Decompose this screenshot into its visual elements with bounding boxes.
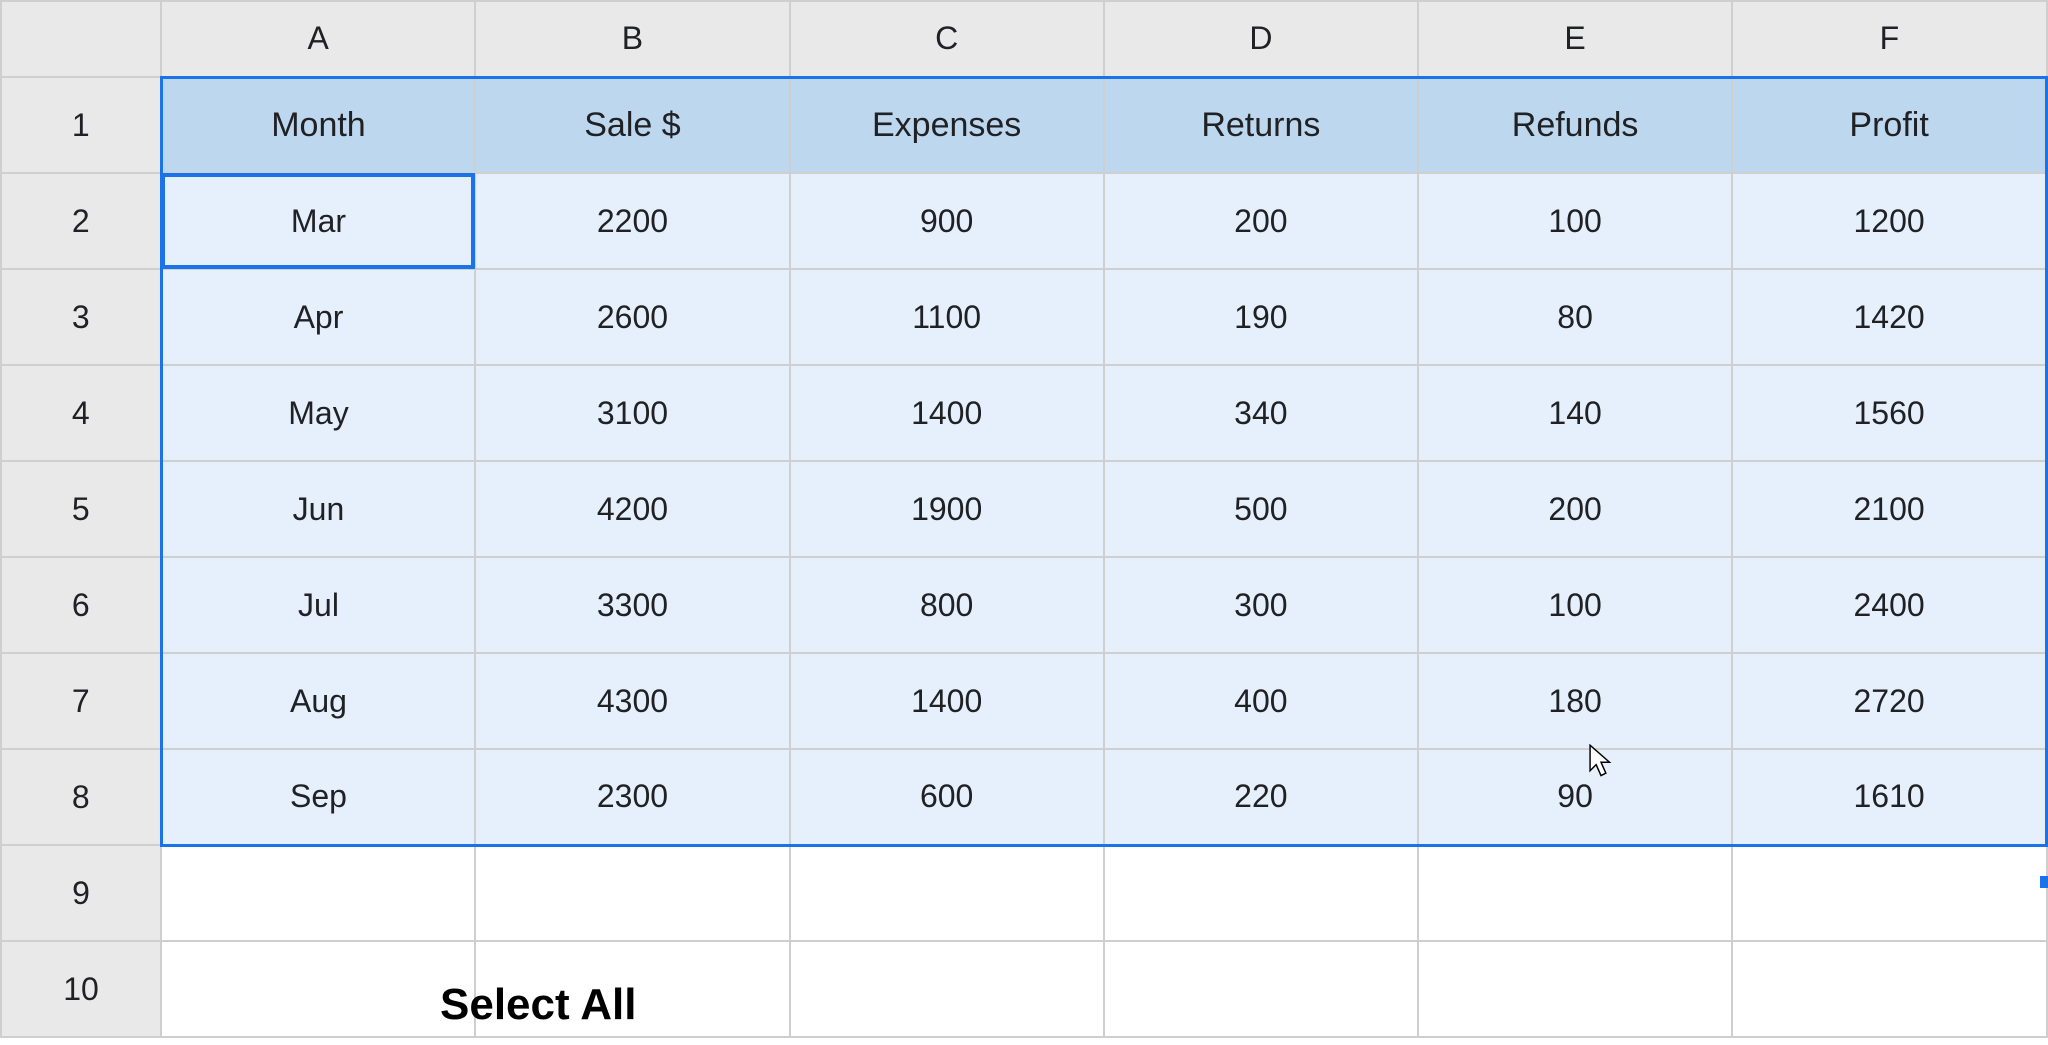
cell[interactable]: 180 xyxy=(1418,653,1732,749)
row-header[interactable]: 10 xyxy=(1,941,161,1037)
cell[interactable]: 80 xyxy=(1418,269,1732,365)
annotation-arrow xyxy=(0,1038,2048,1045)
row-header[interactable]: 3 xyxy=(1,269,161,365)
cell[interactable]: Apr xyxy=(161,269,475,365)
cell[interactable]: Expenses xyxy=(790,77,1104,173)
cell[interactable]: 190 xyxy=(1104,269,1418,365)
selection-fill-handle[interactable] xyxy=(2040,876,2048,888)
cell[interactable]: Jul xyxy=(161,557,475,653)
column-header[interactable]: A xyxy=(161,1,475,77)
cell[interactable]: 1610 xyxy=(1732,749,2046,845)
cell[interactable] xyxy=(475,845,789,941)
cell[interactable] xyxy=(1732,941,2046,1037)
cell[interactable]: 2600 xyxy=(475,269,789,365)
cell[interactable]: 3100 xyxy=(475,365,789,461)
cell[interactable]: 2100 xyxy=(1732,461,2046,557)
cell[interactable]: 340 xyxy=(1104,365,1418,461)
cell[interactable]: 800 xyxy=(790,557,1104,653)
cell[interactable]: 600 xyxy=(790,749,1104,845)
cell[interactable]: 1200 xyxy=(1732,173,2046,269)
column-header[interactable]: E xyxy=(1418,1,1732,77)
column-header[interactable]: B xyxy=(475,1,789,77)
cell[interactable]: 400 xyxy=(1104,653,1418,749)
cell[interactable]: 200 xyxy=(1104,173,1418,269)
cell[interactable]: Jun xyxy=(161,461,475,557)
cell[interactable]: 1420 xyxy=(1732,269,2046,365)
column-header[interactable]: D xyxy=(1104,1,1418,77)
column-header[interactable]: C xyxy=(790,1,1104,77)
cell[interactable]: 220 xyxy=(1104,749,1418,845)
cell[interactable] xyxy=(1104,941,1418,1037)
cell[interactable]: 1100 xyxy=(790,269,1104,365)
cell[interactable]: Profit xyxy=(1732,77,2046,173)
cell[interactable]: 300 xyxy=(1104,557,1418,653)
cell[interactable]: 4300 xyxy=(475,653,789,749)
cell[interactable]: 1560 xyxy=(1732,365,2046,461)
active-cell[interactable]: Mar xyxy=(161,173,475,269)
cell[interactable] xyxy=(1418,941,1732,1037)
select-all-corner[interactable] xyxy=(1,1,161,77)
cell[interactable]: Month xyxy=(161,77,475,173)
cell[interactable]: 2720 xyxy=(1732,653,2046,749)
cell[interactable] xyxy=(161,845,475,941)
cell[interactable]: 2400 xyxy=(1732,557,2046,653)
grid[interactable]: ABCDEF 1MonthSale $ExpensesReturnsRefunds… xyxy=(0,0,2048,1038)
column-header[interactable]: F xyxy=(1732,1,2046,77)
row-header[interactable]: 8 xyxy=(1,749,161,845)
row-header[interactable]: 6 xyxy=(1,557,161,653)
cell[interactable]: 2300 xyxy=(475,749,789,845)
annotation-label: Select All xyxy=(440,980,636,1030)
cell[interactable]: Sale $ xyxy=(475,77,789,173)
cell[interactable]: Refunds xyxy=(1418,77,1732,173)
spreadsheet: ABCDEF 1MonthSale $ExpensesReturnsRefunds… xyxy=(0,0,2048,1038)
cell[interactable]: Returns xyxy=(1104,77,1418,173)
cell[interactable] xyxy=(1104,845,1418,941)
cell[interactable]: 100 xyxy=(1418,173,1732,269)
cell[interactable]: 90 xyxy=(1418,749,1732,845)
cell[interactable]: 200 xyxy=(1418,461,1732,557)
cell[interactable] xyxy=(790,941,1104,1037)
cell[interactable]: 100 xyxy=(1418,557,1732,653)
cell[interactable]: 900 xyxy=(790,173,1104,269)
cell[interactable]: 500 xyxy=(1104,461,1418,557)
cell[interactable]: Sep xyxy=(161,749,475,845)
row-header[interactable]: 1 xyxy=(1,77,161,173)
cell[interactable] xyxy=(1732,845,2046,941)
cell[interactable]: 140 xyxy=(1418,365,1732,461)
row-header[interactable]: 2 xyxy=(1,173,161,269)
cell[interactable] xyxy=(790,845,1104,941)
cell[interactable]: 1900 xyxy=(790,461,1104,557)
cell[interactable] xyxy=(1418,845,1732,941)
row-header[interactable]: 5 xyxy=(1,461,161,557)
cell[interactable]: May xyxy=(161,365,475,461)
row-header[interactable]: 9 xyxy=(1,845,161,941)
cell[interactable]: 4200 xyxy=(475,461,789,557)
row-header[interactable]: 4 xyxy=(1,365,161,461)
cell[interactable]: Aug xyxy=(161,653,475,749)
cell[interactable]: 1400 xyxy=(790,653,1104,749)
cell[interactable] xyxy=(161,941,475,1037)
cell[interactable]: 2200 xyxy=(475,173,789,269)
cell[interactable]: 1400 xyxy=(790,365,1104,461)
row-header[interactable]: 7 xyxy=(1,653,161,749)
cell[interactable]: 3300 xyxy=(475,557,789,653)
